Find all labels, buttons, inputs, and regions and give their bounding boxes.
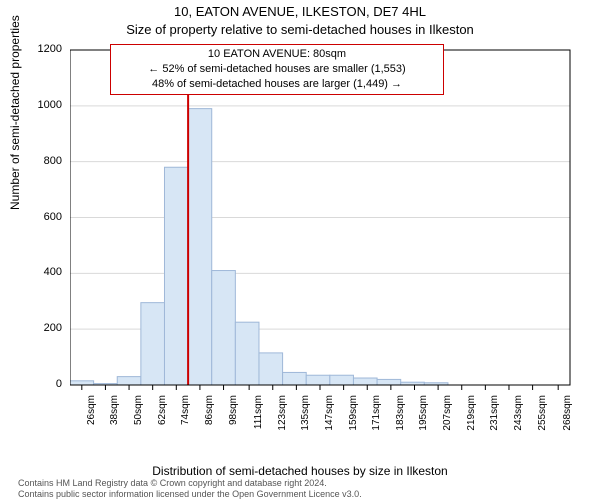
y-axis-label: Number of semi-detached properties [8, 15, 22, 210]
x-tick-label: 268sqm [562, 395, 573, 443]
x-tick-label: 38sqm [109, 395, 120, 443]
x-tick-label: 195sqm [418, 395, 429, 443]
x-tick-label: 50sqm [133, 395, 144, 443]
x-tick-label: 98sqm [228, 395, 239, 443]
x-tick-label: 159sqm [348, 395, 359, 443]
x-axis-label: Distribution of semi-detached houses by … [0, 464, 600, 478]
histogram-svg [70, 40, 580, 420]
x-tick-label: 219sqm [466, 395, 477, 443]
y-tick-label: 600 [32, 211, 62, 223]
info-line1: 10 EATON AVENUE: 80sqm [117, 47, 437, 62]
info-box: 10 EATON AVENUE: 80sqm ← 52% of semi-det… [110, 44, 444, 95]
x-tick-label: 62sqm [157, 395, 168, 443]
x-tick-label: 147sqm [324, 395, 335, 443]
x-tick-label: 171sqm [371, 395, 382, 443]
y-tick-label: 200 [32, 322, 62, 334]
title-line2: Size of property relative to semi-detach… [0, 22, 600, 37]
info-line2: ← 52% of semi-detached houses are smalle… [117, 62, 437, 77]
x-tick-label: 255sqm [537, 395, 548, 443]
title-line1: 10, EATON AVENUE, ILKESTON, DE7 4HL [0, 4, 600, 19]
x-tick-label: 243sqm [513, 395, 524, 443]
x-tick-label: 74sqm [180, 395, 191, 443]
y-tick-label: 1200 [32, 43, 62, 55]
footer-line1: Contains HM Land Registry data © Crown c… [18, 478, 362, 489]
footer: Contains HM Land Registry data © Crown c… [18, 478, 362, 500]
x-tick-label: 231sqm [489, 395, 500, 443]
x-tick-label: 86sqm [204, 395, 215, 443]
plot-area [70, 40, 580, 420]
footer-line2: Contains public sector information licen… [18, 489, 362, 500]
x-tick-label: 135sqm [300, 395, 311, 443]
x-tick-label: 183sqm [395, 395, 406, 443]
y-tick-label: 800 [32, 155, 62, 167]
y-tick-label: 400 [32, 266, 62, 278]
chart-container: 10, EATON AVENUE, ILKESTON, DE7 4HL Size… [0, 0, 600, 500]
x-tick-label: 26sqm [86, 395, 97, 443]
x-tick-label: 207sqm [442, 395, 453, 443]
y-tick-label: 1000 [32, 99, 62, 111]
x-tick-label: 123sqm [277, 395, 288, 443]
info-line3: 48% of semi-detached houses are larger (… [117, 77, 437, 92]
x-tick-label: 111sqm [253, 395, 264, 443]
y-tick-label: 0 [32, 378, 62, 390]
